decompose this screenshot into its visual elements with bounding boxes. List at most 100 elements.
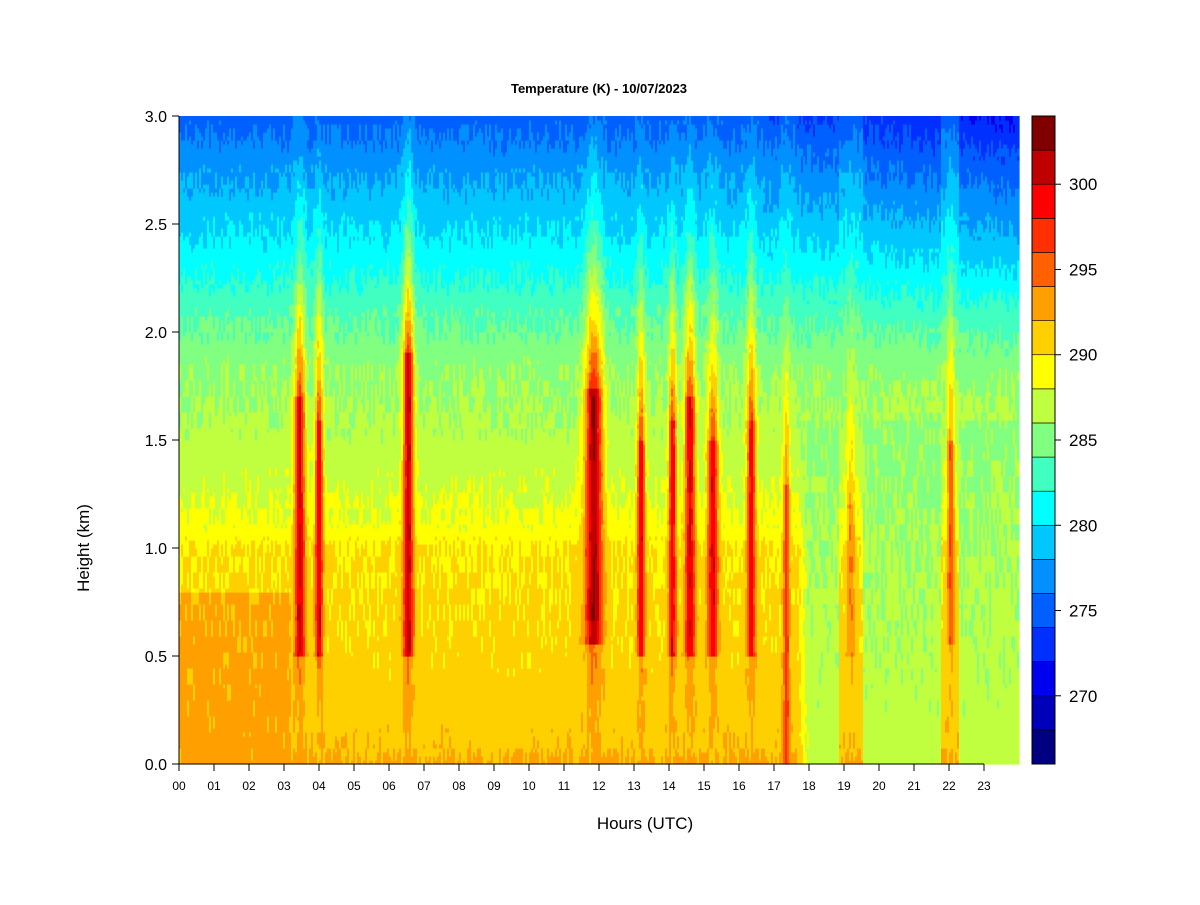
heatmap-cell <box>569 392 572 397</box>
heatmap-cell <box>635 176 638 233</box>
heatmap-cell <box>635 620 638 637</box>
heatmap-cell <box>249 412 252 481</box>
heatmap-cell <box>459 316 462 325</box>
heatmap-cell <box>547 200 550 221</box>
heatmap-cell <box>501 544 504 557</box>
heatmap-cell <box>511 188 514 245</box>
heatmap-cell <box>641 124 644 129</box>
heatmap-cell <box>541 524 544 557</box>
heatmap-cell <box>515 332 518 385</box>
heatmap-cell <box>207 492 210 509</box>
heatmap-cell <box>299 220 302 253</box>
heatmap-cell <box>403 220 406 225</box>
heatmap-cell <box>409 572 412 621</box>
heatmap-cell <box>499 224 502 285</box>
heatmap-cell <box>193 588 196 593</box>
heatmap-cell <box>219 120 222 125</box>
heatmap-cell <box>617 116 620 137</box>
heatmap-cell <box>631 652 634 741</box>
heatmap-cell <box>655 216 658 221</box>
heatmap-cell <box>259 508 262 545</box>
heatmap-cell <box>469 184 472 233</box>
heatmap-cell <box>209 716 212 733</box>
heatmap-cell <box>329 524 332 541</box>
heatmap-cell <box>267 544 270 589</box>
heatmap-cell <box>263 620 266 637</box>
heatmap-cell <box>393 748 396 765</box>
heatmap-cell <box>335 556 338 573</box>
heatmap-cell <box>693 364 696 377</box>
heatmap-cell <box>527 620 530 637</box>
heatmap-cell <box>637 332 640 337</box>
heatmap-cell <box>633 748 636 765</box>
heatmap-cell <box>511 260 514 269</box>
heatmap-cell <box>259 592 262 685</box>
heatmap-cell <box>275 428 278 469</box>
heatmap-cell <box>311 172 314 189</box>
heatmap-cell <box>513 668 516 677</box>
heatmap-cell <box>285 396 288 413</box>
heatmap-cell <box>451 408 454 477</box>
heatmap-cell <box>655 284 658 321</box>
heatmap-cell <box>513 620 516 637</box>
heatmap-cell <box>181 116 184 141</box>
heatmap-cell <box>395 140 398 189</box>
heatmap-cell <box>593 292 596 321</box>
heatmap-cell <box>271 140 274 165</box>
heatmap-cell <box>207 116 210 121</box>
heatmap-cell <box>239 556 242 565</box>
heatmap-cell <box>263 116 266 133</box>
heatmap-cell <box>311 340 314 397</box>
heatmap-cell <box>305 392 308 429</box>
heatmap-cell <box>657 188 660 197</box>
heatmap-cell <box>579 188 582 237</box>
heatmap-cell <box>311 588 314 733</box>
heatmap-cell <box>591 136 594 177</box>
heatmap-cell <box>363 180 366 241</box>
heatmap-cell <box>489 116 492 125</box>
heatmap-cell <box>407 656 410 685</box>
heatmap-cell <box>253 588 256 593</box>
heatmap-cell <box>425 412 428 485</box>
heatmap-cell <box>407 132 410 141</box>
heatmap-cell <box>299 668 302 685</box>
heatmap-cell <box>267 296 270 317</box>
heatmap-cell <box>283 124 286 141</box>
heatmap-cell <box>379 572 382 577</box>
heatmap-cell <box>383 140 386 189</box>
heatmap-cell <box>589 532 592 541</box>
heatmap-cell <box>251 396 254 409</box>
heatmap-cell <box>581 312 584 349</box>
heatmap-cell <box>519 520 522 541</box>
heatmap-cell <box>319 160 322 189</box>
heatmap-cell <box>335 588 338 737</box>
heatmap-cell <box>557 736 560 749</box>
heatmap-cell <box>541 428 544 469</box>
heatmap-cell <box>635 464 638 477</box>
heatmap-cell <box>659 660 662 765</box>
heatmap-cell <box>545 556 548 573</box>
heatmap-cell <box>545 588 548 637</box>
heatmap-cell <box>683 264 686 285</box>
heatmap-cell <box>527 268 530 277</box>
heatmap-cell <box>409 288 412 301</box>
heatmap-cell <box>611 220 614 245</box>
heatmap-cell <box>691 384 694 397</box>
heatmap-cell <box>401 172 404 177</box>
heatmap-cell <box>319 156 322 161</box>
heatmap-cell <box>557 756 560 765</box>
heatmap-cell <box>343 440 346 481</box>
heatmap-cell <box>577 268 580 289</box>
heatmap-cell <box>491 652 494 669</box>
heatmap-cell <box>303 360 306 393</box>
heatmap-cell <box>385 116 388 129</box>
heatmap-cell <box>281 116 284 153</box>
heatmap-cell <box>345 652 348 733</box>
heatmap-cell <box>377 316 380 333</box>
heatmap-cell <box>637 372 640 389</box>
heatmap-cell <box>179 496 182 593</box>
heatmap-cell <box>675 364 678 397</box>
heatmap-cell <box>299 116 302 157</box>
heatmap-cell <box>649 116 652 125</box>
heatmap-cell <box>277 544 280 557</box>
